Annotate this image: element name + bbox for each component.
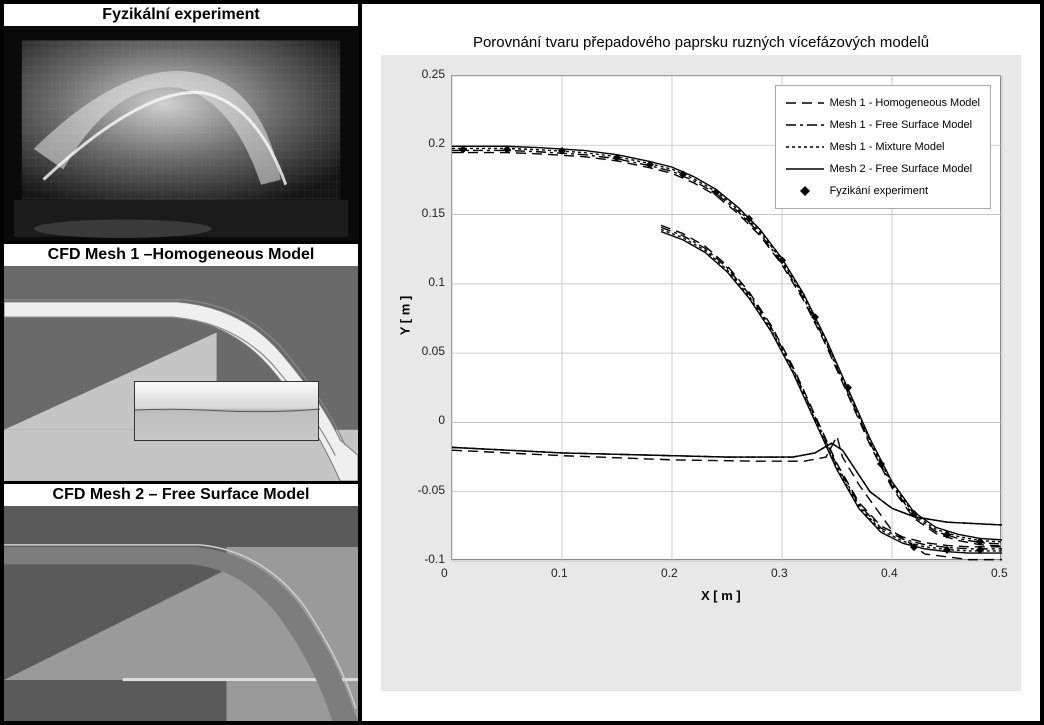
cfd1-inset-svg: [135, 382, 320, 442]
y-tick-label: -0.05: [418, 483, 445, 497]
cfd2-render: [4, 506, 358, 721]
legend-label: Mesh 1 - Mixture Model: [830, 141, 945, 153]
x-tick-label: 0.5: [991, 566, 1008, 580]
legend-item: Fyzikání experiment: [786, 180, 980, 202]
x-tick-label: 0.1: [551, 566, 568, 580]
y-tick-label: 0: [438, 413, 445, 427]
x-tick-label: 0: [441, 566, 448, 580]
chart-title: Porovnání tvaru přepadového paprsku ruzn…: [372, 34, 1030, 51]
legend-item: Mesh 1 - Free Surface Model: [786, 114, 980, 136]
y-tick-label: 0.1: [428, 275, 445, 289]
cfd1-inset: [134, 381, 319, 441]
figure-container: Fyzikální experiment: [0, 0, 1044, 725]
y-tick-label: 0.05: [422, 344, 445, 358]
panel-cfd1: CFD Mesh 1 –Homogeneous Model: [4, 241, 358, 481]
panel-cfd1-title: CFD Mesh 1 –Homogeneous Model: [4, 244, 358, 266]
panel-experiment: Fyzikální experiment: [4, 4, 358, 241]
legend-label: Mesh 1 - Homogeneous Model: [830, 97, 980, 109]
panel-cfd2: CFD Mesh 2 – Free Surface Model: [4, 481, 358, 721]
y-tick-label: -0.1: [424, 552, 445, 566]
experiment-photo-placeholder: [4, 26, 358, 241]
panel-experiment-title: Fyzikální experiment: [4, 4, 358, 26]
chart-legend: Mesh 1 - Homogeneous Model Mesh 1 - Free …: [775, 85, 991, 209]
legend-label: Mesh 2 - Free Surface Model: [830, 163, 972, 175]
panel-cfd2-body: [4, 506, 358, 721]
y-tick-label: 0.2: [428, 136, 445, 150]
x-tick-label: 0.3: [771, 566, 788, 580]
x-tick-label: 0.4: [881, 566, 898, 580]
left-column: Fyzikální experiment: [4, 4, 362, 721]
legend-item: Mesh 1 - Mixture Model: [786, 136, 980, 158]
legend-item: Mesh 2 - Free Surface Model: [786, 158, 980, 180]
chart-area: Y [ m ] X [ m ] Mesh 1 - Homogeneous Mod…: [381, 55, 1021, 691]
cfd1-render: [4, 266, 358, 481]
x-tick-label: 0.2: [661, 566, 678, 580]
panel-cfd2-title: CFD Mesh 2 – Free Surface Model: [4, 484, 358, 506]
legend-label: Fyzikání experiment: [830, 185, 928, 197]
y-tick-label: 0.25: [422, 67, 445, 81]
x-axis-label: X [ m ]: [701, 588, 741, 603]
right-column: Porovnání tvaru přepadového paprsku ruzn…: [362, 4, 1040, 721]
panel-cfd1-body: [4, 266, 358, 481]
legend-label: Mesh 1 - Free Surface Model: [830, 119, 972, 131]
legend-item: Mesh 1 - Homogeneous Model: [786, 92, 980, 114]
y-tick-label: 0.15: [422, 206, 445, 220]
y-axis-label: Y [ m ]: [397, 295, 412, 335]
panel-experiment-body: [4, 26, 358, 241]
